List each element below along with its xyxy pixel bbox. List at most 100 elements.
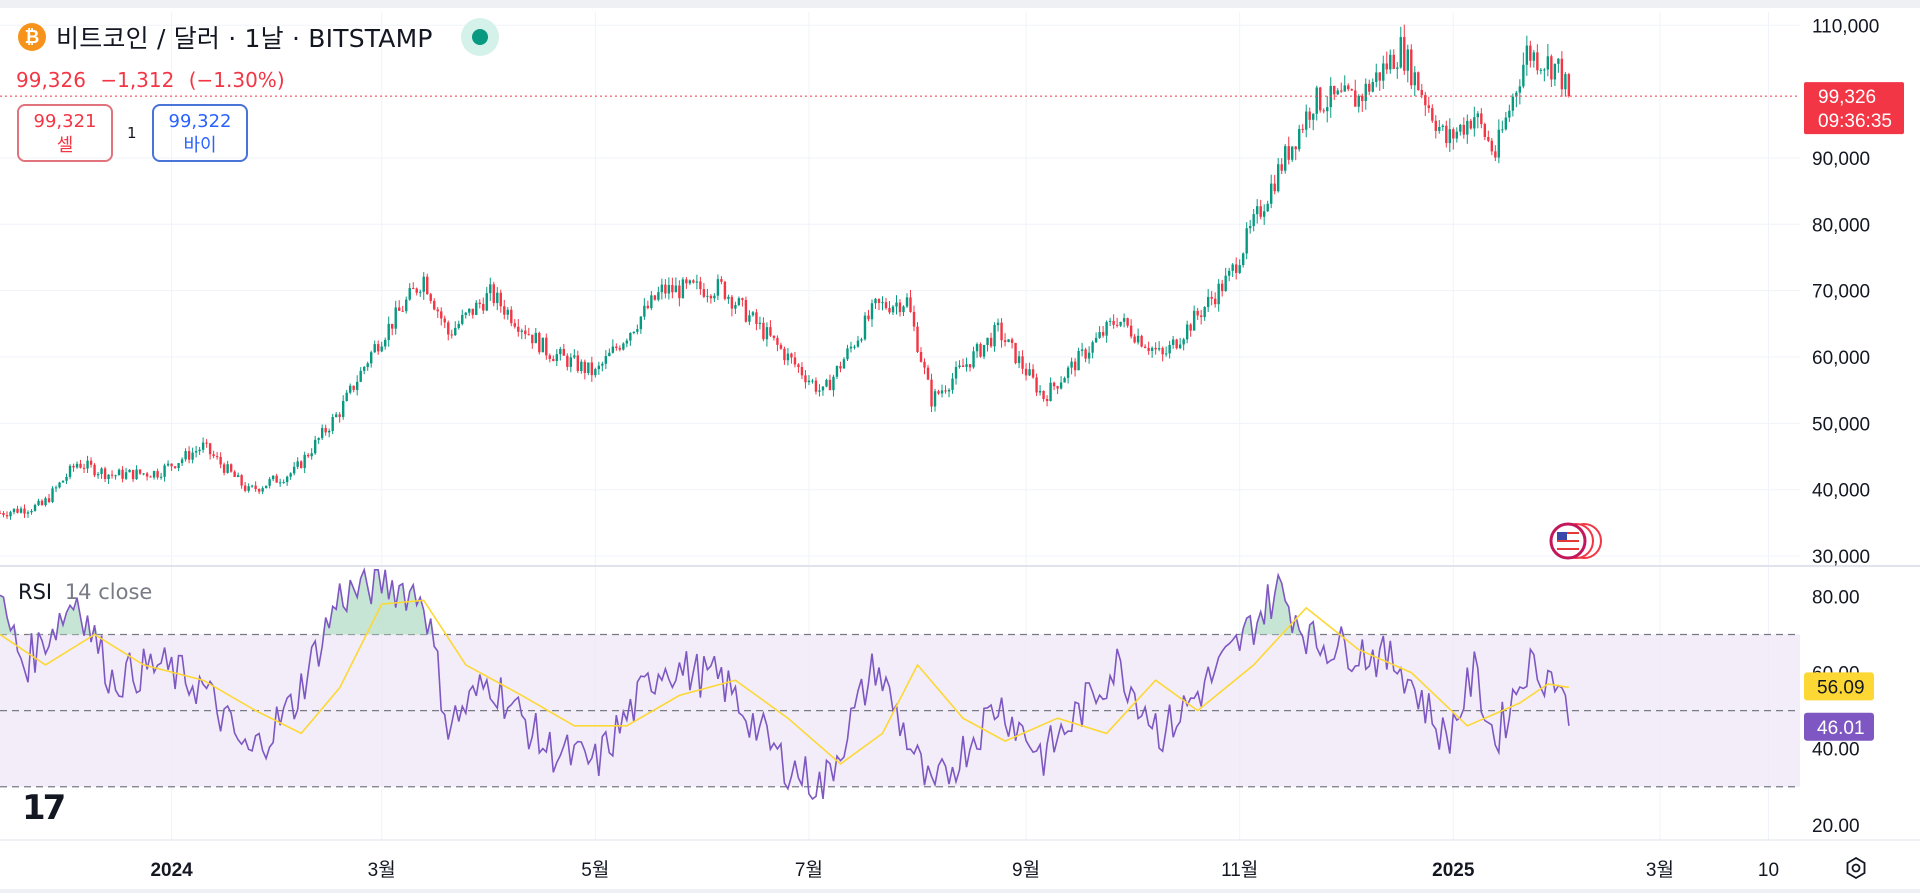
candle-body	[1021, 356, 1024, 369]
candle-body	[1231, 264, 1234, 271]
candle-body	[811, 380, 814, 382]
candle-body	[1094, 337, 1098, 343]
candle-body	[380, 346, 383, 352]
candle-body	[1532, 52, 1536, 61]
candle-body	[566, 355, 569, 367]
candle-body	[394, 307, 397, 329]
candle-body	[229, 464, 233, 472]
rsi-legend[interactable]: RSI 14 close	[18, 580, 152, 604]
candle-body	[1133, 336, 1136, 343]
candle-body	[1382, 63, 1385, 81]
candle-body	[877, 298, 881, 303]
candle-body	[1126, 318, 1129, 326]
rsi-axis-label: 20.00	[1812, 816, 1860, 837]
symbol-legend: ₿ 비트코인 / 달러 · 1날 · BITSTAMP	[18, 18, 499, 56]
candle-body	[930, 379, 933, 407]
candle-body	[93, 464, 96, 476]
candle-body	[1213, 298, 1217, 305]
candle-body	[289, 473, 292, 477]
candle-body	[580, 361, 583, 371]
candle-body	[681, 279, 685, 299]
candle-body	[1557, 58, 1560, 64]
buy-button[interactable]: 99,322 바이	[152, 104, 248, 162]
candle-body	[135, 469, 138, 480]
candle-body	[786, 353, 790, 361]
candle-body	[902, 306, 905, 313]
candle-body	[1112, 320, 1115, 325]
candle-body	[1322, 110, 1325, 112]
candle-body	[128, 469, 131, 473]
chart-settings-icon[interactable]	[1844, 856, 1868, 880]
candle-body	[1105, 321, 1108, 336]
candle-body	[145, 473, 149, 477]
candle-body	[891, 306, 895, 313]
candle-body	[348, 385, 352, 393]
candle-body	[790, 353, 793, 358]
candle-body	[639, 316, 643, 330]
candle-body	[821, 386, 825, 391]
candle-body	[751, 312, 755, 316]
candle-body	[783, 348, 786, 361]
candle-body	[352, 385, 355, 390]
rsi-axis-label: 40.00	[1812, 740, 1860, 761]
candle-body	[1550, 56, 1553, 80]
candle-body	[807, 380, 811, 383]
candle-body	[664, 284, 667, 294]
candle-body	[1259, 206, 1262, 217]
candle-body	[846, 348, 849, 360]
candle-body	[121, 469, 124, 479]
candle-body	[1333, 85, 1336, 95]
candle-body	[1336, 90, 1339, 95]
rsi-axis-label: 80.00	[1812, 587, 1860, 608]
candle-body	[478, 302, 481, 304]
candle-body	[1347, 85, 1350, 90]
candle-body	[373, 344, 376, 353]
candle-body	[212, 454, 215, 457]
candle-body	[401, 310, 404, 312]
candle-body	[233, 471, 236, 478]
candle-body	[1171, 339, 1175, 345]
candle-body	[142, 473, 145, 475]
candle-body	[1410, 49, 1413, 86]
candle-body	[587, 362, 590, 373]
tradingview-logo[interactable]: 17	[22, 788, 66, 828]
candle-body	[933, 391, 937, 407]
time-axis-label: 3월	[1646, 859, 1674, 881]
candle-body	[240, 475, 243, 486]
candle-body	[755, 312, 758, 325]
candle-body	[618, 347, 622, 350]
symbol-title[interactable]: 비트코인 / 달러 · 1날 · BITSTAMP	[56, 24, 433, 53]
time-axis-label: 5월	[581, 859, 609, 881]
candle-body	[1000, 322, 1003, 341]
candle-body	[1494, 151, 1497, 158]
candle-body	[26, 512, 30, 514]
sell-button[interactable]: 99,321 셀	[17, 104, 113, 162]
candle-body	[1238, 265, 1241, 273]
candle-body	[601, 363, 604, 366]
candle-body	[1511, 96, 1515, 111]
candle-body	[1203, 307, 1206, 318]
candle-body	[643, 305, 646, 317]
candle-body	[1518, 86, 1522, 93]
candle-body	[33, 504, 37, 511]
candle-body	[772, 335, 776, 338]
market-open-status-icon[interactable]	[460, 18, 499, 56]
candle-body	[1473, 117, 1476, 129]
candle-body	[1049, 382, 1052, 402]
candle-body	[303, 454, 306, 468]
candle-body	[597, 365, 601, 370]
candle-body	[737, 298, 741, 306]
candle-body	[391, 323, 394, 329]
candle-body	[236, 475, 240, 478]
candle-body	[222, 464, 226, 473]
candle-body	[1343, 85, 1346, 92]
price-axis-label: 80,000	[1812, 215, 1870, 236]
candle-body	[468, 308, 471, 313]
candle-body	[191, 452, 194, 460]
candle-body	[1164, 353, 1168, 355]
candle-body	[1227, 270, 1231, 276]
candle-body	[124, 472, 128, 479]
candle-body	[1413, 72, 1416, 86]
candle-body	[419, 291, 422, 293]
